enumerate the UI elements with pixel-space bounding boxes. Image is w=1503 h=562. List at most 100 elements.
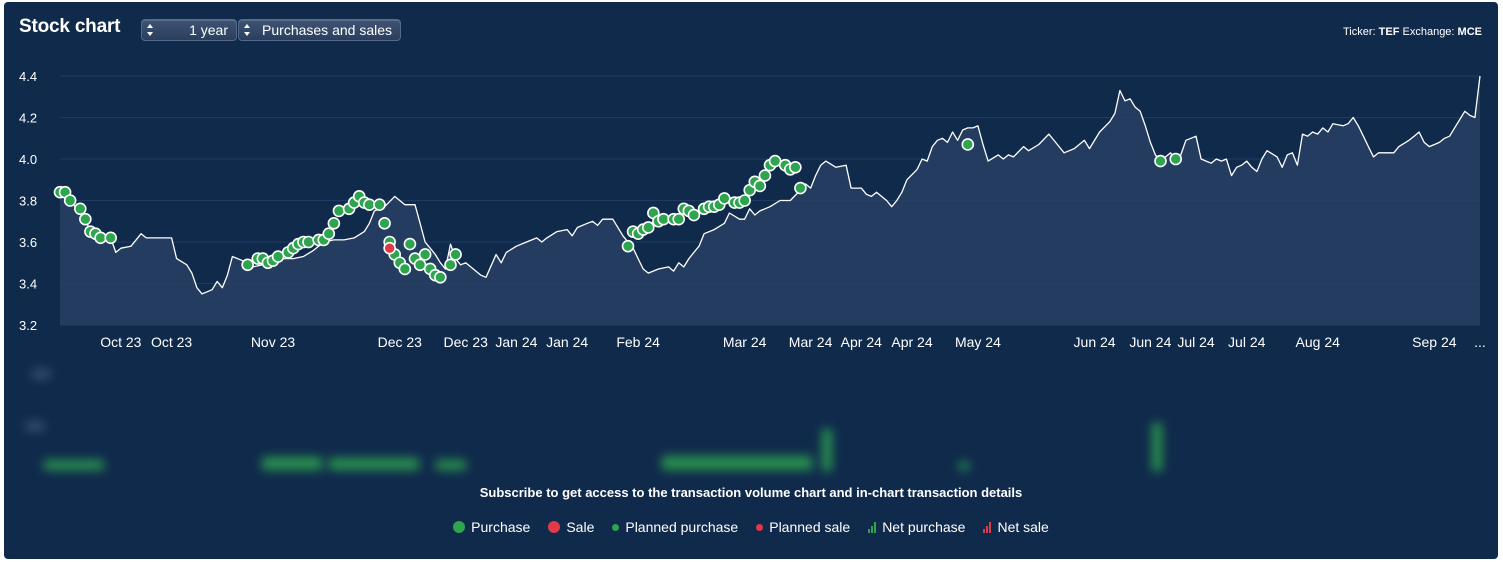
purchase-marker — [104, 231, 118, 245]
stock-chart-panel: Stock chart 1 year Purchases and sales T… — [4, 2, 1498, 559]
x-tick-label: Oct 23 — [100, 334, 141, 350]
legend-label: Purchase — [471, 519, 531, 535]
ticker-value: TEF — [1378, 26, 1400, 38]
chart-title: Stock chart — [19, 16, 121, 37]
legend-label: Planned purchase — [625, 519, 739, 535]
blurred-volume-bar — [436, 460, 466, 470]
x-axis: Oct 23 Oct 23 Nov 23 Dec 23 Dec 23 Jan 24 Jan … — [100, 334, 1486, 350]
x-tick-label: Dec 23 — [444, 334, 489, 350]
period-select[interactable]: 1 year — [141, 19, 237, 41]
purchase-marker — [302, 235, 315, 249]
x-tick-label: Jun 24 — [1074, 334, 1116, 350]
purchase-marker — [403, 237, 417, 251]
bars-icon-bar — [874, 521, 877, 533]
y-tick-label: 3.8 — [19, 194, 37, 209]
purchase-marker — [758, 169, 772, 182]
y-tick-label: 4.4 — [19, 69, 37, 84]
x-tick-label: Jan 24 — [546, 334, 588, 350]
type-select-value: Purchases and sales — [262, 22, 392, 38]
blurred-axis-label — [26, 421, 44, 431]
x-tick-label: Jul 24 — [1177, 334, 1215, 350]
bars-icon-bar — [983, 528, 986, 533]
purchase-marker — [73, 202, 87, 216]
legend-item-planned-purchase: Planned purchase — [612, 519, 738, 535]
purchase-marker — [332, 204, 346, 218]
x-tick-label: Jun 24 — [1129, 334, 1171, 350]
x-tick-label: Aug 24 — [1296, 334, 1341, 350]
x-tick-label: Sep 24 — [1412, 334, 1457, 350]
volume-chart-blurred — [26, 369, 1162, 471]
legend-item-purchase: Purchase — [453, 519, 530, 535]
purchase-marker — [322, 227, 336, 240]
price-chart: 3.2 3.4 3.6 3.8 4.0 4.2 4.4 Oct 23 Oct 23 Nov 23… — [19, 69, 1486, 350]
legend-label: Sale — [566, 519, 595, 535]
legend-item-net-purchase: Net purchase — [868, 519, 965, 535]
purchase-marker — [434, 270, 447, 284]
y-tick-label: 3.2 — [19, 318, 37, 333]
x-tick-label: May 24 — [955, 334, 1001, 350]
transaction-markers — [53, 138, 1183, 284]
legend-dot-icon — [453, 521, 466, 533]
y-tick-label: 3.6 — [19, 235, 37, 250]
purchase-marker — [789, 161, 802, 174]
purchase-marker — [241, 258, 254, 272]
legend-dot-icon — [548, 521, 561, 533]
net-sale-bars-icon — [983, 521, 992, 533]
purchase-marker — [398, 262, 412, 276]
purchase-marker — [641, 221, 655, 234]
chart-legend: Purchase Sale Planned purchase Planned sale… — [4, 519, 1498, 535]
type-select[interactable]: Purchases and sales — [238, 19, 401, 41]
purchase-marker — [1169, 152, 1183, 166]
purchase-marker — [738, 194, 751, 207]
net-purchase-bars-icon — [868, 521, 877, 533]
x-tick-label: Mar 24 — [723, 334, 767, 350]
legend-label: Net sale — [997, 519, 1049, 535]
x-tick-label: Oct 23 — [151, 334, 192, 350]
x-tick-label: Feb 24 — [616, 334, 660, 350]
bars-icon-bar — [989, 521, 992, 533]
blurred-volume-bar — [1152, 423, 1162, 471]
legend-label: Planned sale — [769, 519, 851, 535]
purchase-marker — [961, 138, 975, 151]
blurred-volume-bar — [662, 456, 812, 470]
purchase-marker — [418, 248, 432, 261]
purchase-marker — [768, 154, 782, 168]
purchase-marker — [449, 248, 462, 261]
purchase-marker — [378, 217, 391, 230]
y-tick-label: 4.2 — [19, 111, 37, 126]
bars-icon-bar — [871, 525, 874, 533]
legend-item-planned-sale: Planned sale — [756, 519, 850, 535]
x-tick-label: Jul 24 — [1228, 334, 1266, 350]
y-tick-label: 4.0 — [19, 152, 37, 167]
purchase-marker — [753, 179, 767, 193]
purchase-marker — [1154, 154, 1167, 168]
price-line — [59, 75, 1481, 295]
blurred-volume-bar — [822, 429, 832, 471]
select-arrows-icon — [147, 23, 153, 37]
blurred-volume-bar — [329, 458, 419, 470]
y-axis: 3.2 3.4 3.6 3.8 4.0 4.2 4.4 — [19, 69, 37, 333]
purchase-marker — [79, 212, 92, 226]
purchase-marker — [327, 217, 341, 230]
ticker-label: Ticker: — [1343, 26, 1376, 38]
legend-item-sale: Sale — [548, 519, 594, 535]
purchase-marker — [687, 208, 701, 222]
y-tick-label: 3.4 — [19, 277, 37, 292]
x-tick-label: Jan 24 — [495, 334, 537, 350]
exchange-value: MCE — [1457, 26, 1482, 38]
purchase-marker — [718, 192, 731, 205]
legend-item-net-sale: Net sale — [983, 519, 1049, 535]
bars-icon-bar — [868, 528, 871, 533]
x-tick-label: Nov 23 — [251, 334, 296, 350]
x-tick-label: Dec 23 — [378, 334, 423, 350]
subscribe-notice: Subscribe to get access to the transacti… — [479, 485, 1023, 500]
purchase-marker — [672, 212, 686, 226]
x-tick-label: Mar 24 — [789, 334, 833, 350]
blurred-volume-bar — [262, 457, 322, 470]
purchase-marker — [63, 194, 77, 207]
blurred-volume-bar — [959, 462, 969, 470]
bars-icon-bar — [986, 525, 989, 533]
x-tick-label: Apr 24 — [891, 334, 932, 350]
purchase-marker — [373, 198, 386, 211]
select-arrows-icon — [244, 23, 250, 37]
